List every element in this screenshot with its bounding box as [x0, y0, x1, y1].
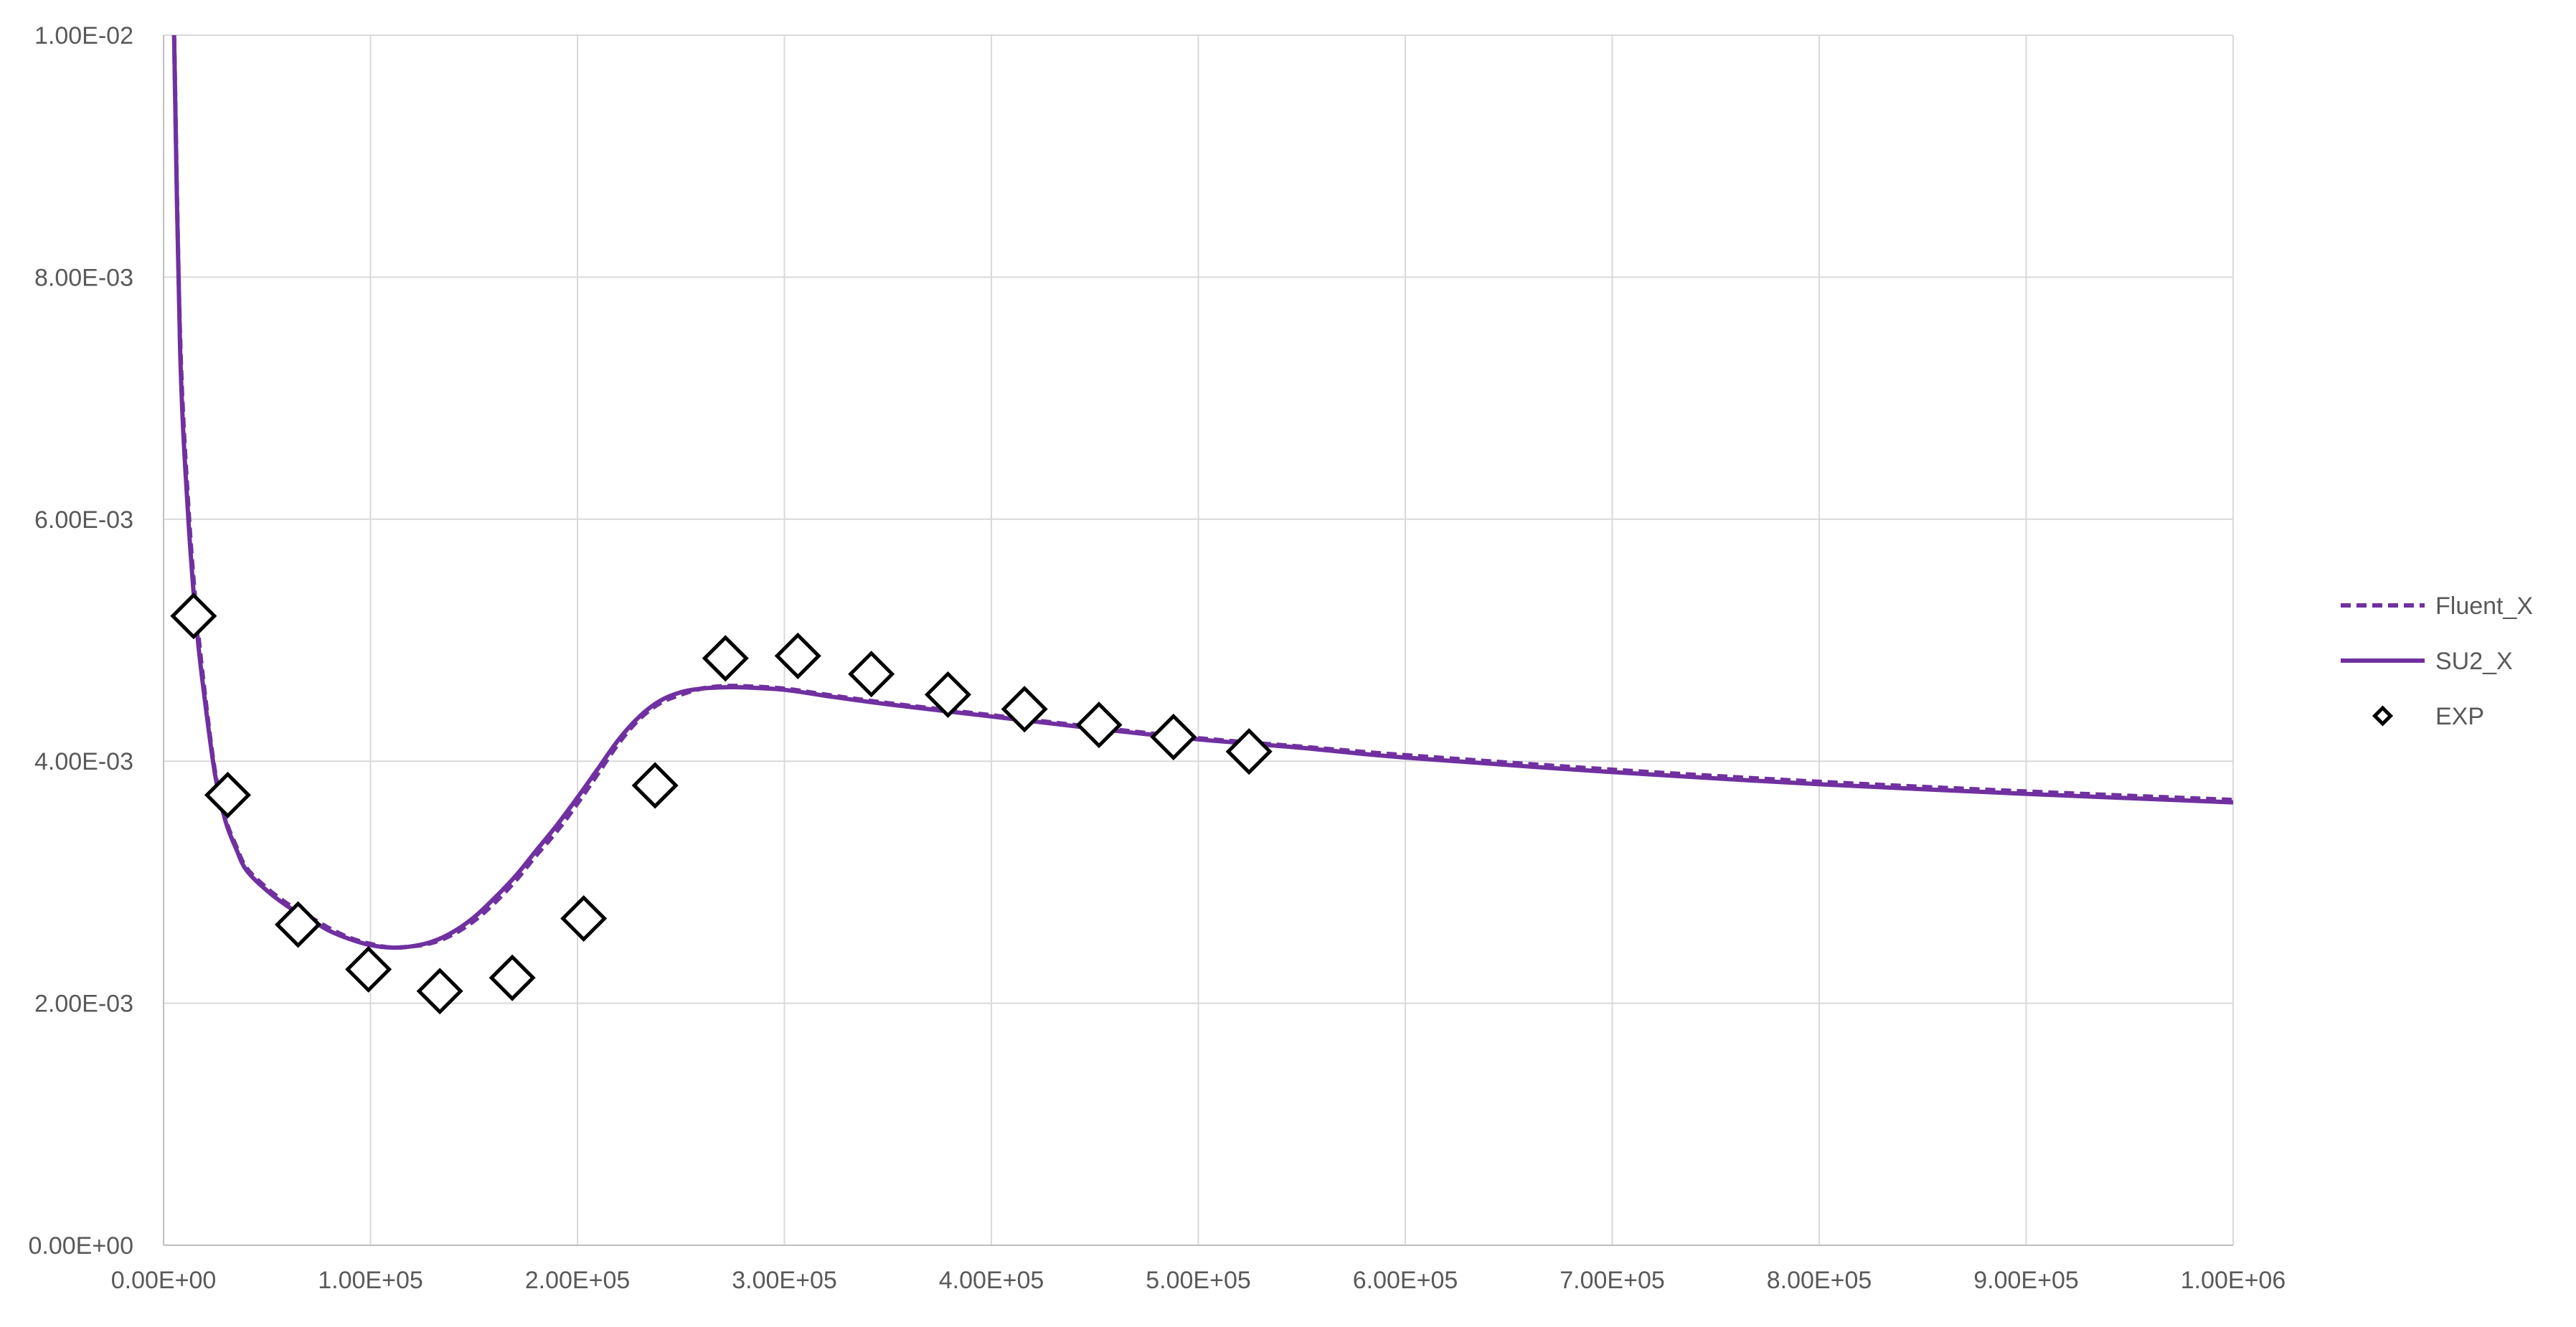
series-line-su2-x: [171, 35, 2234, 950]
data-point-exp: [702, 635, 749, 682]
y-tick-label: 6.00E-03: [34, 506, 133, 534]
legend-label-fluent-x: Fluent_X: [2435, 592, 2533, 620]
data-point-exp: [1001, 686, 1048, 733]
x-tick-label: 9.00E+05: [1973, 1267, 2079, 1294]
x-tick-label: 3.00E+05: [732, 1267, 837, 1294]
data-point-exp: [274, 901, 322, 948]
x-tick-label: 7.00E+05: [1560, 1267, 1665, 1294]
data-point-exp: [848, 651, 895, 698]
data-point-exp: [1225, 728, 1273, 775]
x-tick-label: 1.00E+06: [2181, 1267, 2286, 1294]
series-line-fluent-x: [171, 35, 2234, 950]
y-tick-label: 2.00E-03: [34, 991, 133, 1018]
data-point-exp: [560, 894, 608, 943]
y-tick-label: 4.00E-03: [34, 748, 133, 775]
x-tick-label: 6.00E+05: [1353, 1267, 1458, 1294]
data-point-exp: [1075, 702, 1123, 749]
grid: [164, 34, 2234, 1245]
data-point-exp: [924, 671, 971, 718]
y-tick-label: 8.00E-03: [34, 264, 133, 291]
data-point-exp: [631, 762, 679, 809]
legend-swatch-exp: [2372, 705, 2394, 727]
axes: 0.00E+00 2.00E-03 4.00E-03 6.00E-03 8.00E-03…: [28, 22, 2285, 1294]
data-point-exp: [345, 945, 392, 993]
x-tick-label: 8.00E+05: [1767, 1267, 1872, 1294]
y-tick-label: 1.00E-02: [34, 22, 133, 49]
data-point-exp: [1150, 713, 1197, 760]
data-point-exp: [489, 954, 536, 1001]
legend-label-exp: EXP: [2435, 703, 2484, 730]
data-point-exp: [170, 592, 217, 640]
x-tick-label: 4.00E+05: [939, 1267, 1044, 1294]
y-tick-label: 0.00E+00: [28, 1232, 133, 1260]
legend-label-su2-x: SU2_X: [2435, 648, 2513, 675]
data-point-exp: [774, 632, 821, 679]
x-tick-label: 1.00E+05: [318, 1267, 423, 1294]
plot-area: [170, 35, 2234, 1015]
data-point-exp: [204, 771, 251, 818]
legend: Fluent_X SU2_X EXP: [2341, 592, 2533, 730]
x-tick-label: 0.00E+00: [111, 1267, 217, 1294]
x-tick-label: 5.00E+05: [1146, 1267, 1251, 1294]
x-tick-label: 2.00E+05: [525, 1267, 631, 1294]
data-point-exp: [416, 968, 463, 1015]
